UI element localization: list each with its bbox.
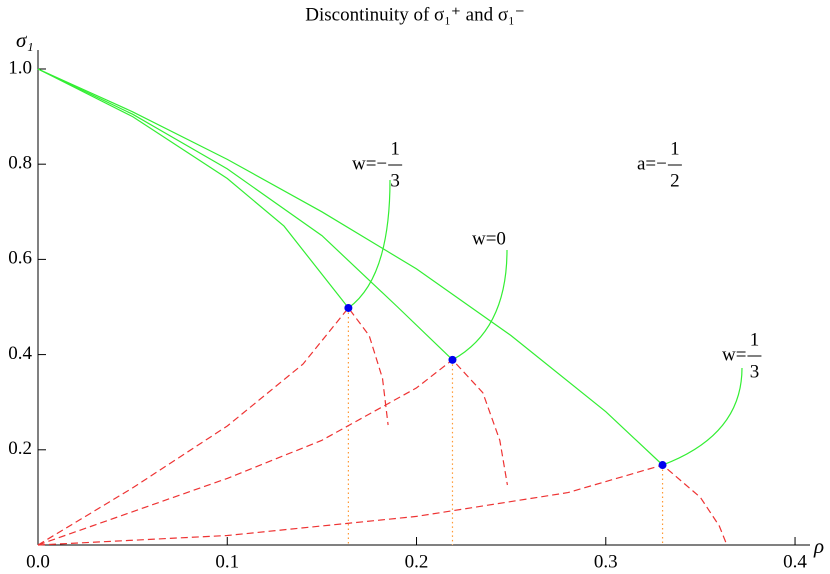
x-tick-label: 0.0 (26, 551, 50, 572)
series-line (37, 68, 453, 361)
series-line (37, 68, 349, 309)
series-line (37, 68, 664, 466)
leader-line (662, 367, 743, 466)
annotation-denominator: 3 (390, 170, 400, 191)
leader-line (348, 179, 391, 309)
x-tick-label: 0.1 (215, 551, 239, 572)
annotation-numerator: 1 (390, 138, 400, 159)
y-tick-label: 1.0 (8, 57, 32, 78)
point (448, 355, 457, 364)
leader-line (452, 249, 508, 361)
x-tick-label: 0.3 (594, 551, 618, 572)
annotation-text: w= (722, 344, 746, 365)
point (344, 303, 353, 312)
chart-title: Discontinuity of σ₁⁺ and σ₁⁻ (305, 4, 525, 25)
series-line (37, 306, 389, 546)
annotation-text: w=− (352, 153, 387, 174)
annotation-denominator: 2 (670, 170, 680, 191)
annotation-text: a=− (637, 153, 667, 174)
y-axis-label: σ₁ (16, 28, 34, 52)
annotation-numerator: 1 (670, 138, 680, 159)
series-line (37, 358, 508, 546)
y-tick-label: 0.6 (8, 248, 32, 269)
annotation-numerator: 1 (750, 329, 760, 350)
x-tick-label: 0.4 (783, 551, 807, 572)
point (658, 461, 667, 470)
x-axis-label: ρ (813, 534, 824, 558)
annotation-text: w=0 (472, 228, 506, 249)
series-line (37, 464, 728, 546)
y-tick-label: 0.4 (8, 343, 32, 364)
y-tick-label: 0.2 (8, 438, 32, 459)
x-tick-label: 0.2 (405, 551, 429, 572)
y-tick-label: 0.8 (8, 153, 32, 174)
annotation-denominator: 3 (750, 361, 760, 382)
